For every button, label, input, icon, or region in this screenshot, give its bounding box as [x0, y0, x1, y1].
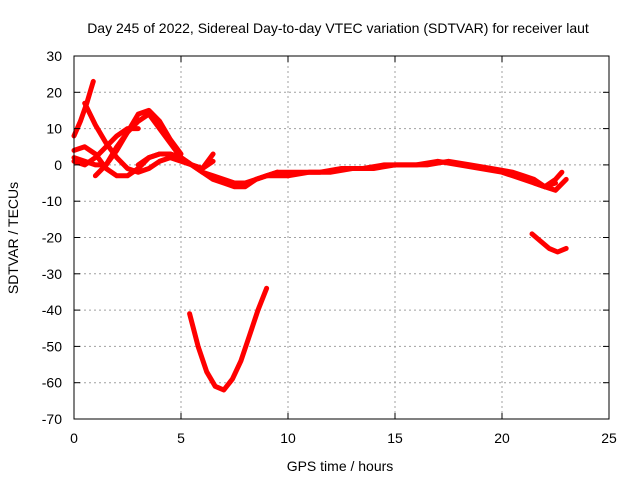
- y-tick-label: -40: [42, 302, 62, 318]
- series-arc-13: [529, 231, 569, 255]
- chart-title: Day 245 of 2022, Sidereal Day-to-day VTE…: [87, 20, 589, 36]
- y-tick-label: -30: [42, 266, 62, 282]
- y-tick-label: -70: [42, 411, 62, 427]
- y-tick-label: 20: [46, 84, 62, 100]
- y-tick-label: -20: [42, 230, 62, 246]
- series-arc-1: [71, 78, 96, 139]
- x-tick-label: 10: [280, 430, 296, 446]
- y-tick-label: -50: [42, 338, 62, 354]
- series-arc-11: [531, 169, 565, 190]
- y-tick-label: 10: [46, 121, 62, 137]
- y-tick-label: -60: [42, 375, 62, 391]
- y-tick-label: -10: [42, 193, 62, 209]
- y-tick-label: 0: [54, 157, 62, 173]
- grid: [74, 56, 609, 419]
- axis-ticks: 0 5 10 15 20 25 -70 -60 -50 -40 -30 -20 -10 0 10 20 30: [42, 48, 617, 446]
- x-tick-label: 25: [601, 430, 617, 446]
- y-tick-label: 30: [46, 48, 62, 64]
- x-tick-label: 0: [70, 430, 78, 446]
- y-axis-title: SDTVAR / TECUs: [5, 182, 21, 294]
- x-tick-label: 20: [494, 430, 510, 446]
- series-arc-6: [71, 126, 141, 168]
- x-tick-label: 15: [387, 430, 403, 446]
- x-tick-label: 5: [177, 430, 185, 446]
- data-series: [71, 78, 569, 393]
- series-arc-12: [187, 285, 270, 393]
- x-axis-title: GPS time / hours: [287, 458, 394, 474]
- series-arc-10: [274, 158, 569, 193]
